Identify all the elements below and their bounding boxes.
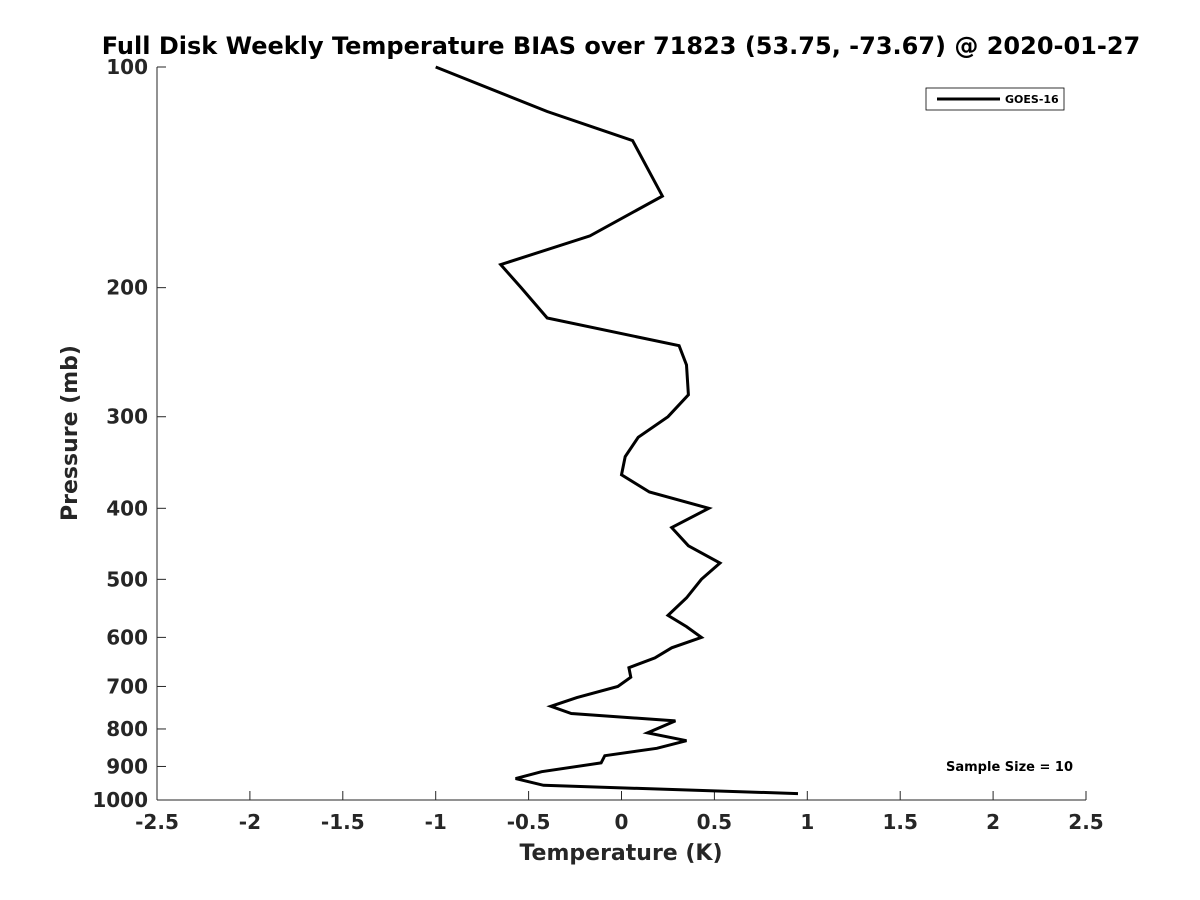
y-tick-label: 200 <box>106 276 148 300</box>
x-tick-label: -1.5 <box>321 810 365 834</box>
y-tick-label: 300 <box>106 405 148 429</box>
y-tick-label: 800 <box>106 717 148 741</box>
x-tick-label: 2.5 <box>1068 810 1103 834</box>
y-tick-label: 900 <box>106 754 148 778</box>
x-tick-label: -0.5 <box>507 810 551 834</box>
sample-size-annotation: Sample Size = 10 <box>946 760 1073 775</box>
y-tick-label: 400 <box>106 496 148 520</box>
x-tick-label: -1 <box>425 810 447 834</box>
y-axis: 100 200 300 400 500 600 700 800 900 1000 <box>92 55 166 812</box>
x-axis: -2.5 -2 -1.5 -1 -0.5 0 0.5 1 1.5 2 2.5 <box>135 791 1104 834</box>
y-tick-label: 500 <box>106 567 148 591</box>
legend-label: GOES-16 <box>1005 93 1059 106</box>
x-tick-label: -2.5 <box>135 810 179 834</box>
chart-title: Full Disk Weekly Temperature BIAS over 7… <box>102 32 1141 60</box>
x-tick-label: 0.5 <box>697 810 732 834</box>
y-tick-label: 100 <box>106 55 148 79</box>
x-axis-label: Temperature (K) <box>519 841 722 866</box>
x-tick-label: 1 <box>800 810 814 834</box>
y-tick-label: 700 <box>106 674 148 698</box>
y-axis-label: Pressure (mb) <box>58 345 83 521</box>
y-tick-label: 1000 <box>92 788 148 812</box>
legend: GOES-16 <box>925 87 1065 111</box>
y-tick-label: 600 <box>106 625 148 649</box>
x-tick-label: 1.5 <box>882 810 917 834</box>
x-tick-label: 2 <box>986 810 1000 834</box>
x-tick-label: 0 <box>615 810 629 834</box>
series-layer <box>435 65 799 796</box>
series-line-goes-16 <box>435 65 799 796</box>
x-tick-label: -2 <box>239 810 261 834</box>
